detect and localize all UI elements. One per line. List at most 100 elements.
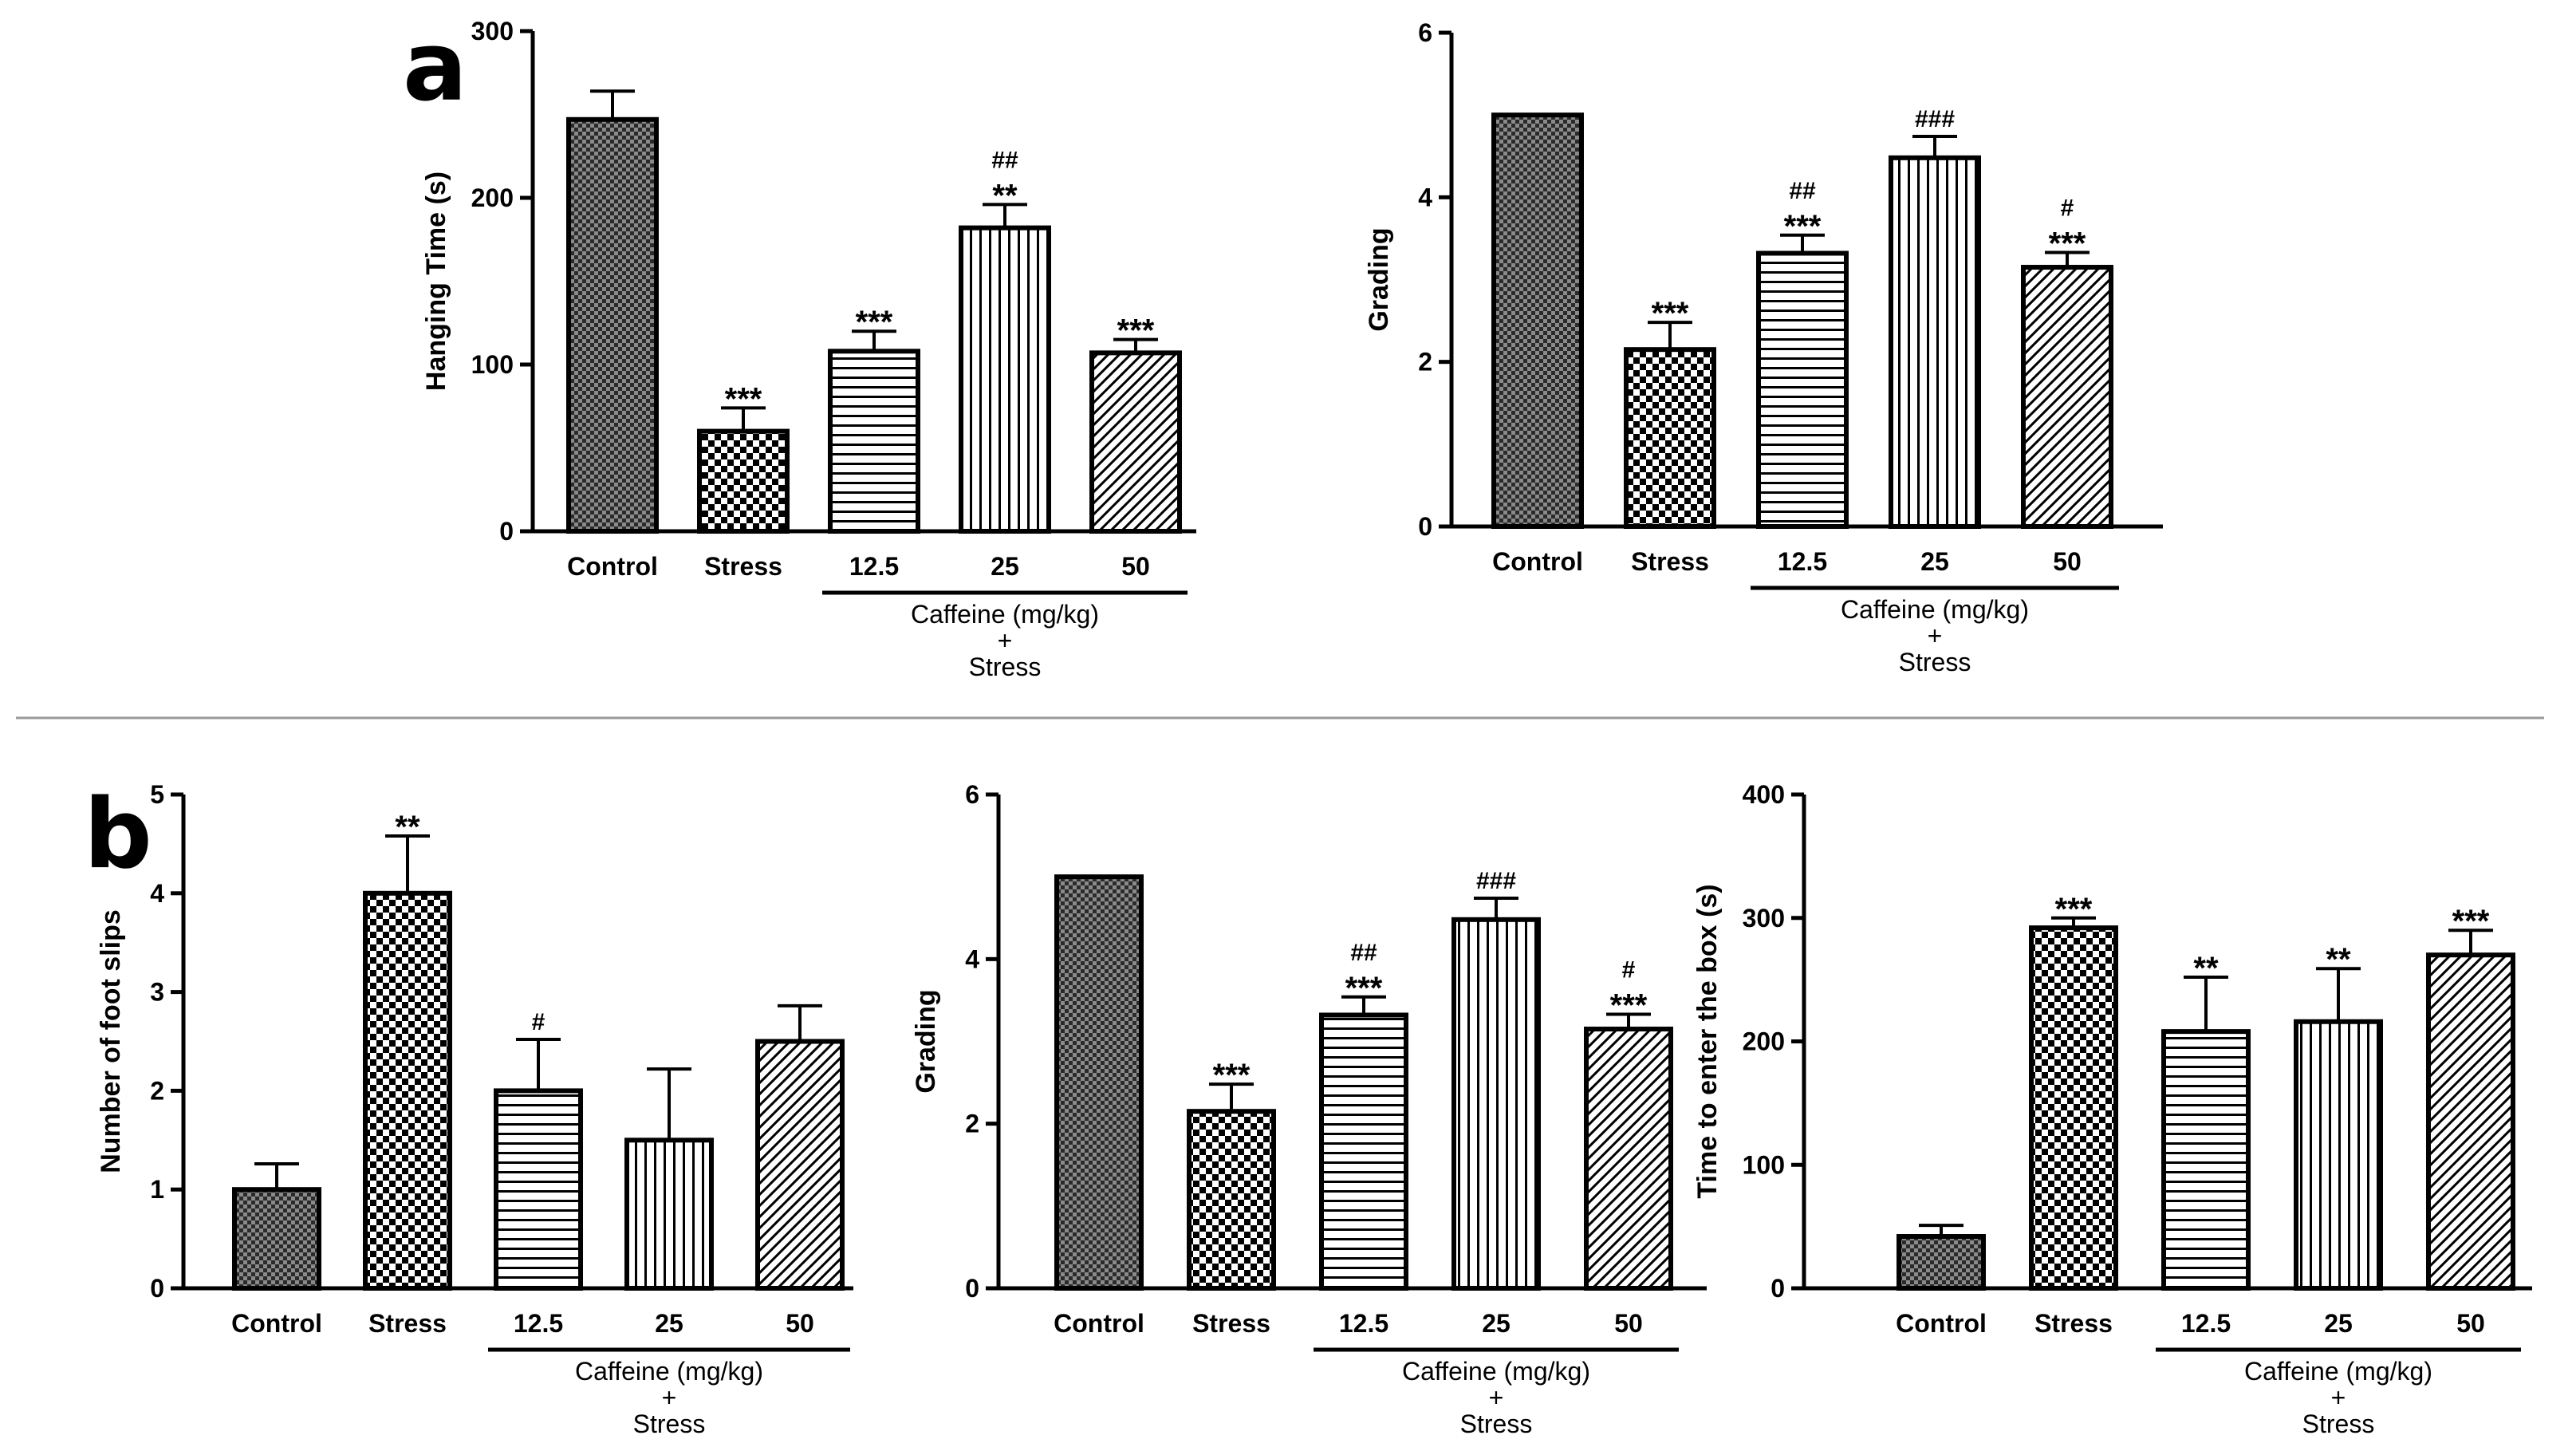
x-tick-label: 50 xyxy=(2053,547,2082,576)
bar-12-5 xyxy=(1756,250,1849,529)
y-tick-label: 0 xyxy=(1771,1274,1785,1303)
x-tick-label: Stress xyxy=(704,552,782,581)
bar-50 xyxy=(2021,265,2113,529)
group-label: Caffeine (mg/kg) xyxy=(575,1357,763,1386)
x-tick-label: Control xyxy=(1054,1309,1144,1338)
x-tick-label: Stress xyxy=(1631,547,1709,576)
significance-marker: ## xyxy=(991,147,1018,173)
significance-marker: *** xyxy=(1213,1058,1251,1093)
y-tick-label: 2 xyxy=(150,1076,164,1105)
group-label: + xyxy=(1928,621,1943,650)
x-tick-label: 25 xyxy=(2324,1309,2353,1338)
y-tick-label: 200 xyxy=(1743,1027,1785,1056)
y-tick-label: 6 xyxy=(1418,18,1432,47)
x-tick-label: Control xyxy=(567,552,658,581)
y-tick-label: 4 xyxy=(150,879,164,908)
bar-25 xyxy=(624,1138,714,1291)
x-tick-label: 12.5 xyxy=(2181,1309,2231,1338)
bar-25 xyxy=(2294,1019,2383,1291)
x-tick-label: 25 xyxy=(1482,1309,1511,1338)
bar-50 xyxy=(755,1039,845,1291)
significance-marker: *** xyxy=(1610,988,1648,1023)
significance-marker: ** xyxy=(2193,951,2219,986)
group-label: Stress xyxy=(1460,1410,1533,1438)
y-tick-label: 300 xyxy=(471,17,514,45)
x-tick-label: 50 xyxy=(1121,552,1150,581)
y-tick-label: 5 xyxy=(150,780,164,809)
y-tick-label: 4 xyxy=(1418,183,1432,211)
group-label: Caffeine (mg/kg) xyxy=(911,600,1099,629)
bar-control xyxy=(1897,1234,1986,1291)
y-tick-label: 0 xyxy=(965,1274,979,1303)
x-tick-label: 12.5 xyxy=(849,552,899,581)
bar-25 xyxy=(1451,917,1541,1291)
x-tick-label: 50 xyxy=(2456,1309,2485,1338)
x-tick-label: 50 xyxy=(1614,1309,1643,1338)
bar-12-5 xyxy=(828,349,920,534)
y-tick-label: 100 xyxy=(1743,1150,1785,1179)
bar-50 xyxy=(1089,350,1182,534)
x-tick-label: 25 xyxy=(655,1309,683,1338)
group-label: Stress xyxy=(969,653,1042,681)
y-tick-label: 100 xyxy=(471,350,514,379)
bar-stress xyxy=(697,428,790,534)
significance-marker: *** xyxy=(1345,971,1383,1006)
bar-control xyxy=(1491,112,1584,529)
significance-marker: ### xyxy=(1915,106,1955,132)
group-label: Stress xyxy=(2302,1410,2375,1438)
bar-stress xyxy=(1624,347,1716,530)
group-label: + xyxy=(662,1383,677,1412)
group-label: + xyxy=(998,626,1013,655)
significance-marker: *** xyxy=(1652,296,1689,331)
significance-marker: *** xyxy=(1117,313,1155,349)
significance-marker: ** xyxy=(395,810,420,845)
significance-marker: ** xyxy=(2326,942,2351,977)
x-tick-label: 12.5 xyxy=(1339,1309,1388,1338)
panel-label-a: a xyxy=(403,12,467,123)
group-label: + xyxy=(2331,1383,2346,1412)
x-tick-label: 25 xyxy=(991,552,1019,581)
y-tick-label: 3 xyxy=(150,978,164,1007)
x-tick-label: 12.5 xyxy=(1778,547,1827,576)
bar-stress xyxy=(363,890,452,1291)
bar-stress xyxy=(1187,1109,1276,1291)
y-axis-label: Number of foot slips xyxy=(96,909,126,1173)
y-tick-label: 0 xyxy=(150,1274,164,1303)
bar-control xyxy=(1054,874,1144,1291)
x-tick-label: Control xyxy=(231,1309,322,1338)
y-tick-label: 1 xyxy=(150,1175,164,1204)
group-label: + xyxy=(1489,1383,1504,1412)
x-tick-label: 50 xyxy=(786,1309,814,1338)
group-label: Caffeine (mg/kg) xyxy=(1841,595,2029,624)
y-tick-label: 2 xyxy=(965,1110,979,1138)
x-tick-label: Stress xyxy=(368,1309,447,1338)
significance-marker: *** xyxy=(2049,226,2086,261)
y-axis-label: Time to enter the box (s) xyxy=(1692,884,1723,1198)
x-tick-label: 25 xyxy=(1920,547,1949,576)
bar-control xyxy=(232,1187,321,1291)
significance-marker: # xyxy=(2061,195,2074,221)
y-axis-label: Grading xyxy=(911,989,941,1093)
y-tick-label: 0 xyxy=(1418,512,1432,541)
bar-50 xyxy=(2426,952,2515,1291)
y-tick-label: 400 xyxy=(1743,780,1785,809)
significance-marker: ## xyxy=(1789,178,1816,204)
significance-marker: *** xyxy=(856,305,893,340)
y-tick-label: 4 xyxy=(965,944,979,973)
bar-control xyxy=(566,116,659,534)
y-axis-label: Hanging Time (s) xyxy=(421,172,451,391)
x-tick-label: Stress xyxy=(1192,1309,1270,1338)
significance-marker: # xyxy=(532,1009,546,1035)
significance-marker: # xyxy=(1622,956,1636,983)
y-tick-label: 2 xyxy=(1418,348,1432,377)
bar-25 xyxy=(1889,155,1981,530)
y-tick-label: 6 xyxy=(965,780,979,809)
y-tick-label: 200 xyxy=(471,183,514,212)
chart-5: 0 100 200 300 400 Time to enter the box (s) Co… xyxy=(1692,780,2532,1438)
panel-label-b: b xyxy=(84,779,152,890)
group-label: Stress xyxy=(1899,648,1971,676)
group-label: Caffeine (mg/kg) xyxy=(2244,1357,2432,1386)
